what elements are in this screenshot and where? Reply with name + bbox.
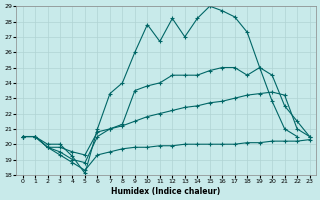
- X-axis label: Humidex (Indice chaleur): Humidex (Indice chaleur): [111, 187, 221, 196]
